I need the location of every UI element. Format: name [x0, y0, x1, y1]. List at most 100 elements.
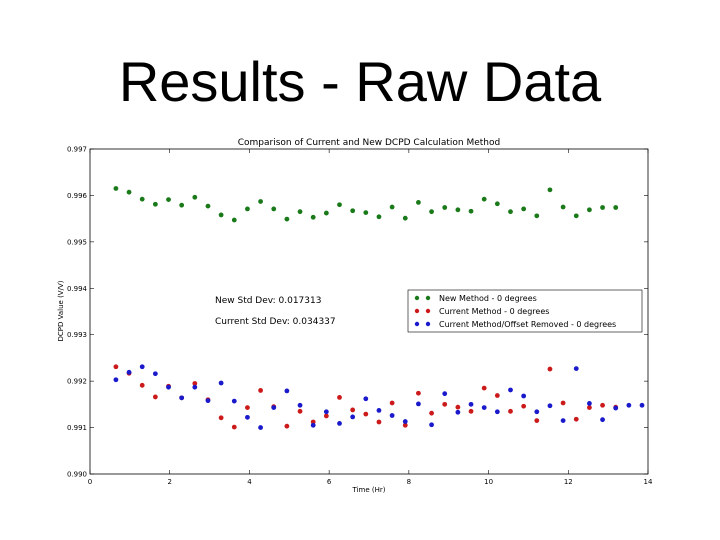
data-point-series-1 — [337, 202, 342, 208]
data-point-series-2 — [363, 411, 369, 417]
data-point-series-2 — [284, 423, 290, 429]
data-point-series-1 — [508, 209, 513, 215]
data-point-series-1 — [376, 214, 382, 220]
data-point-series-2 — [231, 424, 237, 430]
data-point-series-1 — [284, 216, 290, 222]
annotation-new-std-dev: New Std Dev: 0.017313 — [215, 296, 321, 306]
data-point-series-1 — [402, 215, 408, 221]
data-point-series-1 — [573, 213, 579, 219]
data-point-series-1 — [534, 213, 540, 219]
x-tick-label: 10 — [484, 478, 493, 486]
legend-box — [407, 289, 643, 333]
data-point-series-3 — [573, 366, 579, 372]
data-point-series-1 — [363, 210, 369, 216]
data-point-series-1 — [126, 189, 132, 195]
data-point-series-2 — [600, 402, 605, 408]
data-point-series-2 — [573, 416, 579, 422]
data-point-series-2 — [139, 382, 145, 388]
data-point-series-1 — [613, 205, 619, 210]
data-point-series-3 — [271, 405, 277, 411]
y-tick-label: 0.994 — [67, 285, 88, 293]
data-point-series-2 — [455, 404, 461, 410]
data-point-series-1 — [113, 186, 119, 191]
data-point-series-1 — [600, 205, 605, 210]
data-point-series-1 — [429, 209, 434, 215]
data-point-series-3 — [442, 391, 448, 397]
annotation-current-std-dev: Current Std Dev: 0.034337 — [215, 317, 336, 327]
y-tick-label: 0.993 — [67, 331, 87, 339]
data-point-series-2 — [402, 422, 408, 428]
data-point-series-2 — [560, 400, 566, 406]
data-points — [113, 186, 645, 430]
data-point-series-3 — [402, 419, 408, 424]
data-point-series-3 — [179, 395, 185, 401]
y-tick-label: 0.996 — [67, 192, 88, 200]
data-point-series-2 — [258, 388, 263, 393]
x-axis-label: Time (Hr) — [352, 486, 386, 494]
data-point-series-2 — [297, 408, 303, 414]
data-point-series-3 — [192, 384, 198, 390]
data-point-series-3 — [600, 417, 605, 423]
data-point-series-2 — [481, 385, 487, 391]
data-point-series-1 — [297, 209, 303, 215]
y-tick-label: 0.992 — [67, 378, 87, 386]
data-point-series-2 — [192, 381, 198, 386]
data-point-series-1 — [455, 207, 461, 213]
data-point-series-3 — [416, 401, 421, 407]
data-point-series-1 — [323, 210, 329, 216]
data-point-series-3 — [152, 371, 158, 377]
data-point-series-2 — [350, 407, 356, 413]
data-point-series-2 — [547, 366, 553, 372]
data-point-series-2 — [376, 419, 382, 425]
legend-marker — [425, 308, 431, 314]
data-point-series-3 — [363, 396, 369, 402]
x-tick-label: 12 — [564, 478, 573, 486]
data-point-series-2 — [416, 390, 421, 396]
legend-label: Current Method - 0 degrees — [439, 307, 549, 316]
data-point-series-2 — [429, 410, 434, 416]
data-point-series-3 — [166, 384, 171, 390]
x-axis: 0 2 4 6 8 10 12 14 — [88, 149, 653, 486]
data-point-series-3 — [231, 398, 237, 404]
data-point-series-3 — [350, 414, 356, 420]
data-point-series-3 — [389, 413, 395, 418]
y-tick-label: 0.997 — [67, 146, 87, 154]
data-point-series-2 — [587, 405, 592, 411]
data-point-series-3 — [468, 401, 474, 407]
data-point-series-1 — [442, 205, 448, 210]
y-tick-label: 0.990 — [67, 471, 87, 479]
data-point-series-1 — [192, 194, 198, 200]
data-point-series-2 — [389, 400, 395, 406]
data-point-series-3 — [560, 418, 566, 424]
data-point-series-1 — [494, 201, 500, 207]
data-point-series-3 — [494, 409, 500, 415]
data-point-series-2 — [508, 408, 513, 414]
legend: New Method - 0 degrees Current Method - 0… — [407, 289, 643, 333]
data-point-series-2 — [113, 364, 119, 370]
data-point-series-1 — [310, 214, 316, 220]
slide-title: Results - Raw Data — [118, 50, 602, 113]
data-point-series-2 — [323, 413, 329, 419]
data-point-series-2 — [152, 394, 158, 400]
data-point-series-3 — [455, 409, 461, 415]
data-point-series-3 — [310, 422, 316, 428]
data-point-series-1 — [245, 206, 250, 212]
y-tick-label: 0.991 — [67, 424, 87, 432]
data-point-series-2 — [494, 393, 500, 398]
data-point-series-3 — [547, 403, 553, 409]
legend-marker — [414, 321, 420, 327]
y-axis-label: DCPD Value (V/V) — [57, 280, 65, 341]
x-tick-label: 4 — [247, 478, 252, 486]
data-point-series-2 — [337, 394, 342, 400]
data-point-series-3 — [126, 369, 132, 375]
data-point-series-3 — [113, 377, 119, 383]
y-axis: 0.990 0.991 0.992 0.993 0.994 0.995 0.996 0.997 — [67, 146, 648, 479]
data-point-series-2 — [534, 418, 540, 424]
data-point-series-3 — [297, 402, 303, 408]
data-point-series-1 — [547, 187, 553, 193]
x-tick-label: 0 — [88, 478, 92, 486]
data-point-series-1 — [416, 199, 421, 205]
y-tick-label: 0.995 — [67, 238, 87, 246]
data-point-series-1 — [205, 203, 211, 209]
legend-label: New Method - 0 degrees — [439, 294, 537, 303]
